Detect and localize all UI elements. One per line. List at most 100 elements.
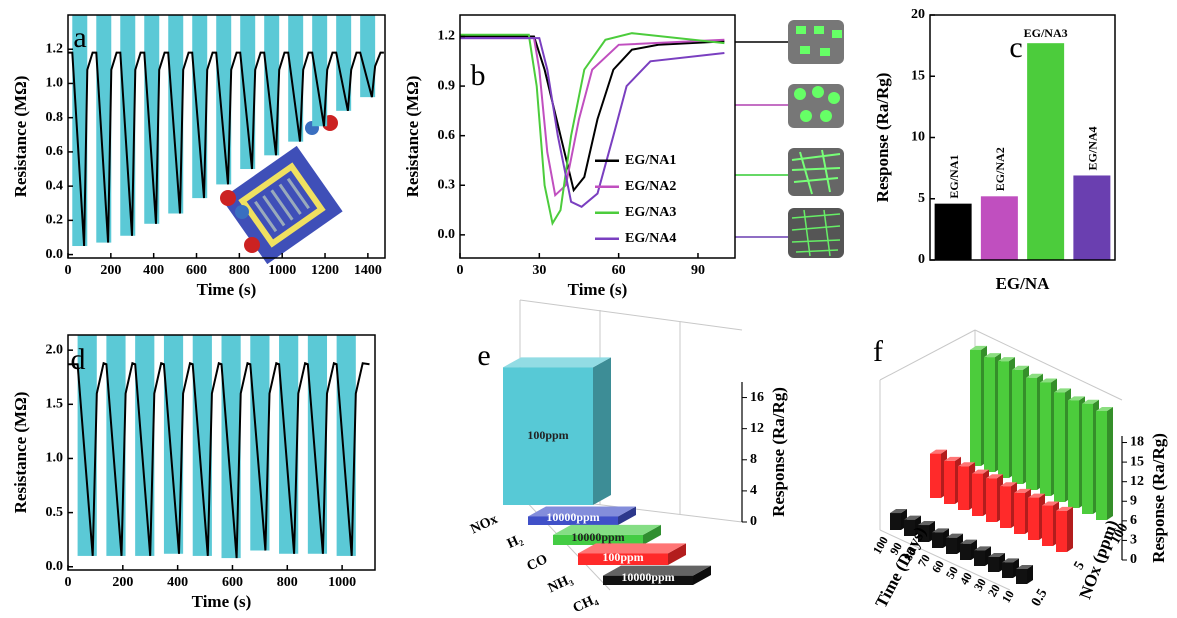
structure-detail xyxy=(794,88,806,100)
category-label: NOx xyxy=(468,512,500,537)
exposure-band xyxy=(163,335,184,554)
bar-top xyxy=(946,533,963,538)
bar-front xyxy=(970,349,981,466)
bar-front xyxy=(932,532,943,548)
x-tick-label: 1400 xyxy=(354,263,382,278)
category-label: H₂ xyxy=(505,532,525,552)
exposure-band xyxy=(264,15,280,156)
bar-front xyxy=(1002,562,1013,578)
x-axis-label: EG/NA xyxy=(996,274,1051,293)
bar-front xyxy=(974,550,985,566)
structure-images xyxy=(735,20,844,258)
bar-top xyxy=(930,449,947,454)
bar-label: 10000ppm xyxy=(546,510,599,524)
bar-label: 100ppm xyxy=(527,428,568,442)
bar-front xyxy=(1012,369,1023,484)
exposure-band xyxy=(360,15,376,98)
bar xyxy=(1073,175,1111,260)
data-line xyxy=(68,51,384,247)
bar-front xyxy=(930,453,941,498)
exposure-band xyxy=(192,15,208,199)
y-tick-label: 1.0 xyxy=(46,76,64,91)
bar-front xyxy=(1042,505,1053,546)
y-tick-label: 2.0 xyxy=(46,342,64,357)
x-tick-label: 60 xyxy=(612,263,626,278)
y-tick-label: 20 xyxy=(911,7,925,22)
z-tick-label: 9 xyxy=(1130,493,1137,508)
bar-front xyxy=(1054,392,1065,502)
bar-3d xyxy=(603,565,711,585)
exposure-band xyxy=(192,335,212,556)
bar-top xyxy=(1026,373,1043,378)
z-tick-label: 0 xyxy=(1130,552,1137,567)
bar-front xyxy=(988,556,999,572)
bar-side xyxy=(668,543,686,565)
plot-frame xyxy=(459,14,736,259)
bar-side xyxy=(1027,564,1033,584)
panel-label: e xyxy=(477,339,490,372)
bar-front xyxy=(998,361,1009,478)
bar-front xyxy=(946,537,957,554)
structure-detail xyxy=(832,30,842,38)
bar-top xyxy=(528,506,636,517)
y-axis-label: Resistance (MΩ) xyxy=(11,76,30,198)
z-tick-label: 12 xyxy=(1130,474,1144,489)
box-edge xyxy=(879,529,1011,591)
x-tick-label: 0 xyxy=(457,263,464,278)
bar-top xyxy=(974,546,991,551)
y-tick-label: 0.6 xyxy=(438,128,456,143)
bar-label: 10000ppm xyxy=(571,530,624,544)
bar-label: 10000ppm xyxy=(621,570,674,584)
bar-top xyxy=(1040,378,1057,383)
data-line xyxy=(460,35,725,193)
bar-top xyxy=(603,565,711,576)
bar-front xyxy=(960,543,971,560)
bar-top xyxy=(1054,388,1071,393)
z-tick-label: 6 xyxy=(1130,513,1137,528)
bar-top xyxy=(1012,365,1029,370)
box-edge xyxy=(879,329,976,381)
bar-3d xyxy=(578,543,686,565)
molecule-atom xyxy=(235,205,249,219)
z-axis-label: Response (Ra/Rg) xyxy=(1149,433,1168,563)
exposure-band xyxy=(250,335,270,551)
bar-top xyxy=(986,474,1003,479)
z-tick-label: 8 xyxy=(750,452,757,467)
x-tick-label: 800 xyxy=(229,263,250,278)
bar-front xyxy=(984,357,995,472)
structure-detail xyxy=(812,86,824,98)
y-axis-label: Response (Ra/Rg) xyxy=(873,73,892,203)
bar-front xyxy=(503,367,593,505)
exposure-band xyxy=(216,15,232,185)
x-tick-label: 200 xyxy=(100,263,121,278)
y-tick-label: 10 xyxy=(911,130,925,145)
structure-detail xyxy=(800,46,810,54)
bar-side xyxy=(1067,506,1073,552)
bar-3d xyxy=(553,524,661,545)
bar-top xyxy=(1016,564,1033,569)
bar-front xyxy=(553,534,643,545)
bar-category-label: EG/NA3 xyxy=(1024,26,1068,40)
exposure-band xyxy=(307,335,328,554)
bar-front xyxy=(986,478,997,522)
y-axis-label: Resistance (MΩ) xyxy=(403,76,422,198)
x-tick-label: 0 xyxy=(65,575,72,590)
bar-label: 100ppm xyxy=(602,550,643,564)
y-tick-label: 0 xyxy=(918,252,925,267)
z-tick-label: 0 xyxy=(750,514,757,529)
x-tick-label: 1000 xyxy=(328,575,356,590)
bar xyxy=(934,203,972,260)
bar-front xyxy=(603,575,693,585)
bar-top xyxy=(1096,407,1113,412)
bar-top xyxy=(958,462,975,467)
structure-detail xyxy=(796,26,806,34)
structure-image xyxy=(788,208,844,258)
legend-label: EG/NA4 xyxy=(625,231,676,246)
bar-top xyxy=(960,539,977,544)
y-axis-label: Resistance (MΩ) xyxy=(11,392,30,514)
y-tick-label: 0.0 xyxy=(438,227,456,242)
legend-label: EG/NA1 xyxy=(625,153,676,168)
bar-3d xyxy=(1096,407,1113,520)
structure-detail xyxy=(820,110,832,122)
panel-label: a xyxy=(73,21,86,54)
